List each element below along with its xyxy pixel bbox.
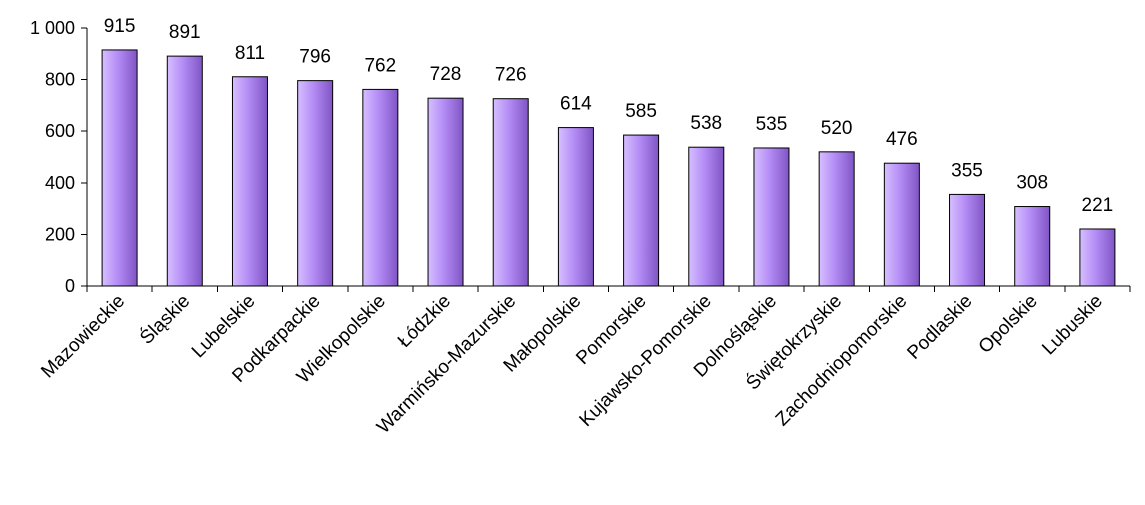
- category-label: Lubuskie: [1038, 291, 1107, 360]
- bar: [623, 134, 660, 287]
- data-label: 762: [364, 55, 396, 76]
- y-tick-label: 400: [45, 173, 75, 193]
- data-label: 476: [886, 129, 918, 150]
- bar: [101, 49, 138, 287]
- bars: [101, 49, 1116, 287]
- data-label: 614: [560, 94, 592, 115]
- data-label: 535: [756, 114, 788, 135]
- y-tick-label: 200: [45, 224, 75, 244]
- data-label: 728: [430, 64, 462, 85]
- data-label: 538: [690, 113, 722, 134]
- category-label: Łódzkie: [394, 291, 455, 352]
- y-axis: 0 200 400 600 800 1 000: [30, 18, 88, 296]
- bar: [688, 146, 725, 287]
- bar: [753, 147, 790, 287]
- data-label: 221: [1082, 195, 1114, 216]
- data-label: 891: [169, 22, 201, 43]
- data-label: 520: [821, 118, 853, 139]
- data-label: 726: [495, 65, 527, 86]
- y-tick-label: 600: [45, 121, 75, 141]
- bar: [166, 55, 203, 287]
- category-label: Mazowieckie: [37, 291, 129, 383]
- y-tick-label: 0: [65, 276, 75, 296]
- category-label: Śląskie: [135, 290, 194, 349]
- data-label: 585: [625, 101, 657, 122]
- bar: [492, 98, 529, 287]
- bar: [1079, 228, 1116, 287]
- data-label: 308: [1016, 173, 1048, 194]
- data-label: 811: [235, 43, 265, 64]
- bar: [883, 162, 920, 287]
- bar: [427, 97, 464, 287]
- bar: [362, 88, 399, 287]
- bar: [557, 127, 594, 287]
- category-label: Podlaskie: [903, 291, 976, 364]
- category-labels: Mazowieckie ŚląskieLubelskiePodkarpackieW…: [37, 290, 1107, 438]
- data-label: 915: [104, 16, 136, 37]
- y-tick-label: 800: [45, 70, 75, 90]
- y-tick-label: 1 000: [30, 18, 75, 38]
- data-label: 796: [299, 47, 331, 68]
- data-labels: 915 891 811 796 762 728 726 614 585 538 535 520 476 3…: [104, 16, 1114, 216]
- category-label: Zachodniopomorskie: [772, 291, 912, 431]
- bar: [297, 80, 334, 287]
- bar: [818, 151, 855, 287]
- bar: [1014, 206, 1051, 287]
- data-label: 355: [951, 160, 983, 181]
- category-label: Opolskie: [975, 291, 1042, 358]
- bar: [231, 76, 268, 287]
- bar: [949, 193, 986, 287]
